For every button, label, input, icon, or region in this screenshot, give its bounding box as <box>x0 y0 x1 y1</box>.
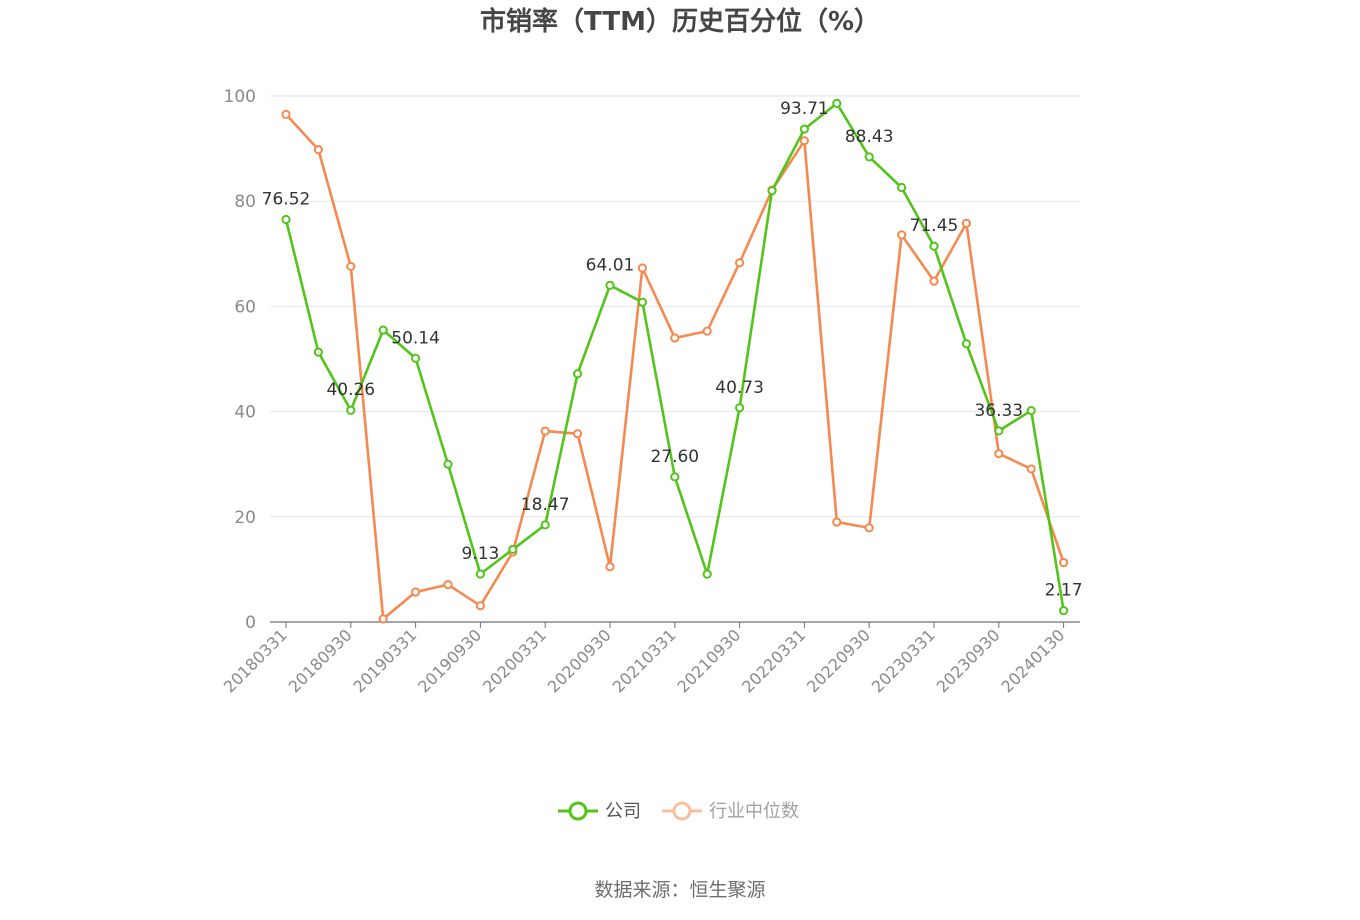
x-tick-label: 20210331 <box>609 625 680 696</box>
legend-item-1[interactable]: 行业中位数 <box>662 801 799 822</box>
series-0-point <box>605 280 615 290</box>
data-label: 27.60 <box>650 447 699 467</box>
series-0-point <box>637 297 648 307</box>
series-0-point <box>670 472 680 482</box>
x-tick-label: 20200331 <box>479 625 550 696</box>
y-tick-label: 100 <box>224 87 256 107</box>
x-tick-label: 20200930 <box>544 625 615 696</box>
chart-title: 市销率（TTM）历史百分位（%） <box>480 6 880 37</box>
series-0-point <box>961 339 972 349</box>
grid-lines <box>270 95 1080 518</box>
data-label: 36.33 <box>974 401 1023 421</box>
data-label: 50.14 <box>391 328 440 348</box>
data-label: 40.73 <box>715 378 764 398</box>
x-tick-label: 20220331 <box>738 625 809 696</box>
series-1-point <box>1026 464 1036 474</box>
series-1-point <box>346 261 356 272</box>
series-1-point <box>961 218 972 228</box>
x-tick-label: 20190930 <box>414 625 485 696</box>
series-1-point <box>637 263 648 273</box>
series-0-point <box>411 353 421 363</box>
series-0-point <box>1059 605 1069 616</box>
series-0-point <box>897 182 907 193</box>
series-1-point <box>864 523 874 533</box>
y-axis: 0 20 40 60 80 100 <box>224 87 256 633</box>
series-0-point <box>702 569 712 579</box>
series-line-0 <box>284 102 1065 611</box>
data-label: 9.13 <box>461 544 499 564</box>
series-0-point <box>735 403 745 413</box>
x-tick-label: 20230331 <box>868 625 939 696</box>
y-tick-label: 60 <box>234 297 256 317</box>
series-1-point <box>540 426 550 436</box>
series-1-point <box>929 276 939 286</box>
series-1-point <box>443 580 453 590</box>
y-tick-label: 20 <box>234 508 256 528</box>
legend-marker-icon <box>672 801 692 821</box>
series-1-point <box>411 587 421 597</box>
x-tick-label: 20240130 <box>997 625 1068 696</box>
x-tick-label: 20210930 <box>673 625 744 696</box>
series-1-point <box>1059 557 1069 568</box>
series-0-point <box>832 98 842 108</box>
series-1-point <box>573 429 583 439</box>
data-label: 93.71 <box>780 99 829 119</box>
series-0-point <box>864 152 874 162</box>
series-0-point <box>378 325 388 335</box>
series-1-point <box>702 326 712 336</box>
series-1-point <box>605 562 615 572</box>
y-tick-label: 40 <box>234 403 256 423</box>
series-0-point <box>767 186 777 196</box>
x-tick-label: 20220930 <box>803 625 874 696</box>
series-0-point <box>281 214 291 225</box>
y-tick-label: 0 <box>245 613 256 633</box>
series-0-point <box>1026 405 1036 416</box>
series-0-point <box>443 459 453 469</box>
series-0-point <box>313 347 323 357</box>
series-0-point <box>994 426 1004 436</box>
legend-item-0[interactable]: 公司 <box>558 801 641 822</box>
x-tick-label: 20230930 <box>933 625 1004 696</box>
legend-label: 公司 <box>605 801 641 822</box>
series-0-point <box>475 569 485 579</box>
data-labels: 76.52 40.26 50.14 9.13 18.47 64.01 27.60 40.73 9… <box>262 99 1083 601</box>
series-1-point <box>897 230 907 240</box>
data-label: 18.47 <box>521 495 570 515</box>
data-label: 2.17 <box>1045 581 1083 601</box>
series-1-point <box>378 614 388 624</box>
series-0-point <box>508 544 518 555</box>
series-1-point <box>832 517 842 527</box>
series-1-point <box>670 333 680 343</box>
data-label: 40.26 <box>326 380 375 400</box>
x-tick-label: 20180331 <box>220 625 291 696</box>
x-axis: 2018033120180930201903312019093020200331… <box>220 621 1080 696</box>
series-0-point <box>799 124 810 134</box>
series-1-point <box>994 449 1004 459</box>
x-tick-label: 20180930 <box>285 625 356 696</box>
y-tick-label: 80 <box>234 192 256 212</box>
series-0-point <box>346 405 356 415</box>
series-0-point <box>573 369 583 379</box>
data-label: 76.52 <box>262 190 311 210</box>
series-0-point <box>540 520 550 530</box>
series-lines <box>281 98 1069 624</box>
legend[interactable]: 公司 行业中位数 <box>558 801 799 822</box>
series-1-point <box>799 136 810 146</box>
series-0-point <box>929 241 939 251</box>
source-note: 数据来源：恒生聚源 <box>594 879 765 901</box>
data-label: 71.45 <box>910 216 959 236</box>
data-label: 88.43 <box>845 127 894 147</box>
x-tick-label: 20190331 <box>349 625 420 696</box>
series-1-point <box>313 145 323 155</box>
series-1-point <box>735 258 745 268</box>
legend-marker-icon <box>568 801 588 821</box>
data-label: 64.01 <box>586 255 635 275</box>
legend-label: 行业中位数 <box>709 801 799 822</box>
series-1-point <box>475 601 485 611</box>
series-1-point <box>281 109 291 120</box>
series-line-1 <box>285 113 1065 621</box>
